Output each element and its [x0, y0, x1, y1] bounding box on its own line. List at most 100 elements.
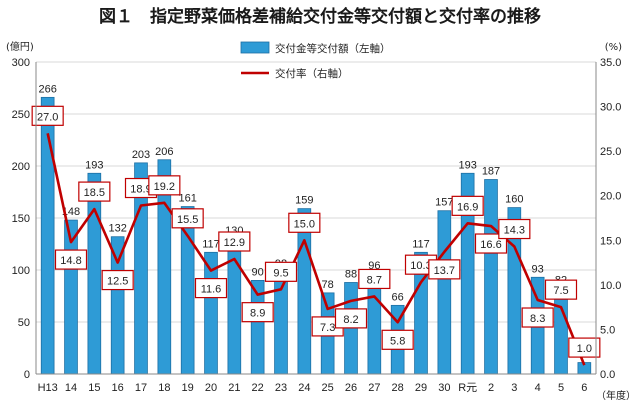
rate-line [46, 133, 586, 366]
rate-value-label: 13.7 [434, 265, 455, 277]
y-left-tick-label: 200 [12, 161, 30, 173]
x-tick-label: 19 [182, 382, 194, 394]
bar-value-label: 78 [322, 279, 334, 291]
bar-value-label: 266 [38, 83, 56, 95]
bar [554, 288, 568, 375]
y-left-tick-label: 0 [24, 369, 30, 381]
x-tick-label: 18 [158, 382, 170, 394]
rate-label-box [148, 175, 181, 196]
rate-value-label: 15.0 [294, 218, 315, 230]
legend-bar-swatch [240, 41, 270, 54]
x-tick-label: 20 [205, 382, 217, 394]
x-tick-label: 23 [275, 382, 287, 394]
y-left-tick-label: 250 [12, 109, 30, 121]
x-tick-label: 25 [322, 382, 334, 394]
rate-value-label: 18.9 [130, 184, 151, 196]
rate-value-label: 7.5 [553, 285, 568, 297]
legend-bar-label: 交付金等交付額（左軸） [275, 42, 391, 55]
rate-value-label: 10.3 [410, 260, 431, 272]
y-right-tick-label: 25.0 [600, 146, 621, 158]
bar-value-label: 90 [252, 266, 264, 278]
x-tick-label: 2 [488, 382, 494, 394]
bar-value-label: 159 [295, 195, 313, 207]
bar [367, 273, 382, 375]
y-right-tick-label: 15.0 [600, 235, 621, 247]
y-right-tick-label: 5.0 [600, 324, 615, 336]
rate-label-box [521, 307, 554, 328]
x-tick-label: R元 [458, 382, 477, 394]
bar-value-label: 117 [202, 238, 220, 250]
bar-value-label: 203 [132, 149, 150, 161]
y-left-tick-label: 150 [12, 213, 30, 225]
bar-value-label: 132 [108, 223, 126, 235]
rate-value-label: 8.2 [343, 314, 358, 326]
rate-label-box [218, 231, 251, 252]
x-tick-label: 17 [135, 382, 147, 394]
x-tick-label: 26 [345, 382, 357, 394]
x-tick-label: 30 [438, 382, 450, 394]
x-tick-label: 29 [415, 382, 427, 394]
y-left-tick-label: 300 [12, 57, 30, 69]
rate-value-label: 5.8 [390, 335, 405, 347]
y-right-tick-label: 20.0 [600, 191, 621, 203]
x-tick-label: 16 [112, 382, 124, 394]
rate-label-box [568, 337, 601, 358]
y-right-tick-label: 0.0 [600, 369, 615, 381]
bar-value-label: 93 [532, 263, 544, 275]
rate-label-box [171, 208, 204, 229]
bar [87, 172, 102, 375]
rate-value-label: 16.9 [457, 201, 478, 213]
bar-value-label: 206 [155, 146, 173, 158]
rate-label-box [194, 277, 228, 299]
rate-label-box [451, 195, 484, 216]
bar-value-label: 157 [435, 197, 453, 209]
rate-line-series: 27.0 14.8 18.5 12.5 18.9 19.2 15.5 11.6 12.9 8.9 9… [31, 105, 601, 366]
legend-line-label: 交付率（右軸） [275, 67, 349, 80]
y-right-tick-label: 10.0 [600, 280, 621, 292]
rate-value-label: 8.3 [530, 313, 545, 325]
rate-value-label: 9.5 [273, 267, 288, 279]
left-axis-unit: (億円) [6, 40, 34, 53]
y-right-tick-label: 30.0 [600, 102, 621, 114]
bar [297, 208, 312, 375]
rate-label-box [334, 308, 368, 329]
bar-value-label: 193 [85, 159, 103, 171]
rate-value-label: 19.2 [154, 181, 175, 193]
rate-label-box [498, 218, 531, 240]
x-tick-label: 24 [298, 382, 310, 394]
rate-label-box [241, 302, 274, 323]
x-tick-label: 5 [558, 382, 564, 394]
x-tick-label: 22 [252, 382, 264, 394]
bar-value-label: 160 [505, 194, 523, 206]
rate-value-label: 18.5 [84, 187, 105, 199]
rate-value-label: 16.6 [480, 239, 501, 251]
rate-value-label: 11.6 [201, 284, 222, 296]
rate-value-label: 7.3 [320, 322, 335, 334]
x-tick-label: 6 [581, 382, 587, 394]
legend: 交付金等交付額（左軸） 交付率（右軸） [240, 41, 391, 80]
bar-value-label: 66 [392, 291, 404, 303]
bar-value-label: 88 [345, 268, 357, 280]
rate-value-label: 27.0 [37, 111, 58, 123]
rate-label-box [358, 268, 391, 290]
x-tick-label: 14 [65, 382, 77, 394]
rate-label-box [54, 249, 88, 270]
rate-label-box [381, 329, 414, 350]
x-tick-label: 15 [88, 382, 100, 394]
bar [110, 236, 125, 375]
bar [484, 179, 498, 375]
right-axis-unit: (%) [605, 42, 622, 53]
rate-value-label: 1.0 [577, 343, 592, 355]
rate-label-box [544, 279, 578, 300]
rate-value-label: 15.5 [177, 214, 198, 226]
rate-value-label: 12.9 [224, 237, 245, 249]
x-axis-unit: （年度） [596, 389, 636, 402]
x-tick-label: 4 [535, 382, 541, 394]
rate-label-box [288, 212, 321, 233]
bar-value-label: 193 [458, 159, 476, 171]
bar [437, 210, 452, 375]
axes: 0 50 100 150 200 250 300 0.0 5.0 10.0 15.0 20.0 25.0… [12, 57, 622, 394]
x-tick-label: 3 [511, 382, 517, 394]
bar-value-label: 187 [482, 166, 500, 178]
